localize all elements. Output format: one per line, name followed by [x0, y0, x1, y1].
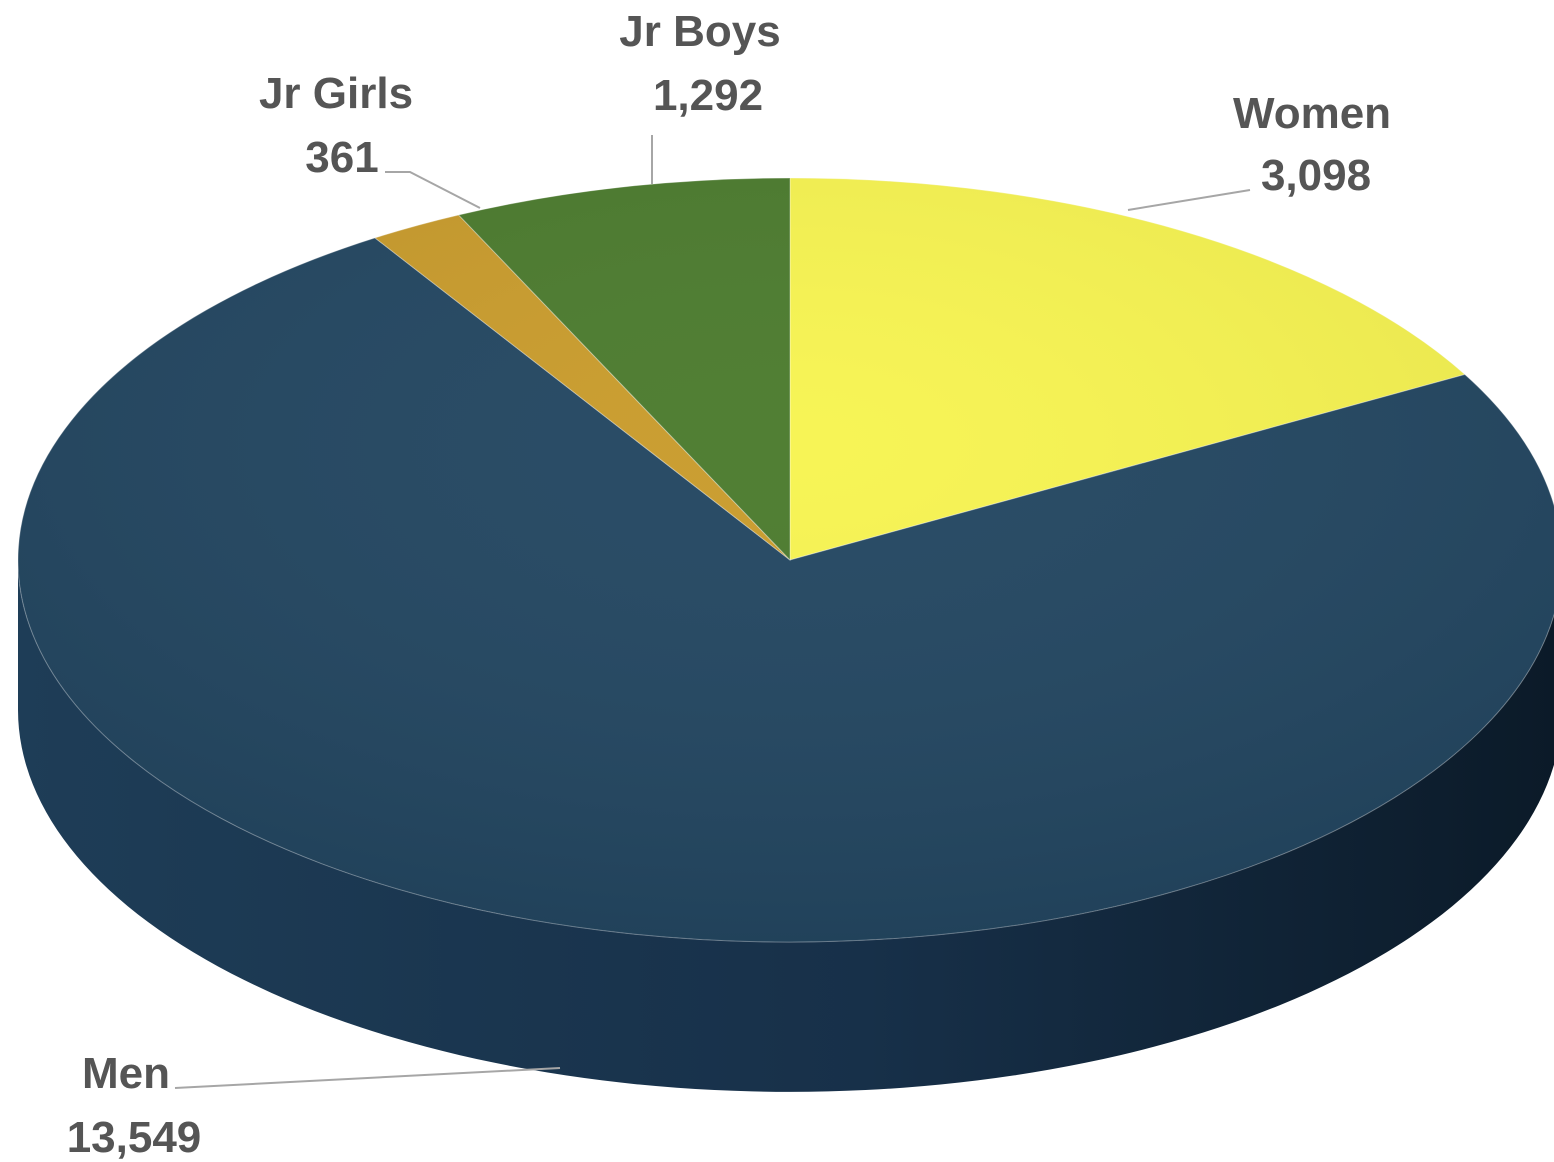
leader-line-jr-girls	[385, 171, 481, 209]
slice-label-jr-girls: Jr Girls	[259, 69, 413, 118]
slice-side-men	[18, 560, 1554, 1092]
slice-value-men: 13,549	[67, 1113, 202, 1162]
slice-value-jr-girls: 361	[305, 133, 378, 182]
pie-slices	[17, 177, 1554, 943]
slice-label-women: Women	[1233, 89, 1391, 138]
slice-label-men: Men	[82, 1049, 170, 1098]
slice-value-women: 3,098	[1261, 151, 1371, 200]
pie-labels: Women 3,098 Jr Boys 1,292 Jr Girls 361 M…	[67, 7, 1391, 1162]
leader-line-men	[174, 1067, 561, 1089]
slice-label-jr-boys: Jr Boys	[619, 7, 780, 56]
slice-value-jr-boys: 1,292	[653, 71, 763, 120]
pie-side-wall	[18, 560, 1554, 1092]
leader-line-women	[1127, 189, 1251, 211]
